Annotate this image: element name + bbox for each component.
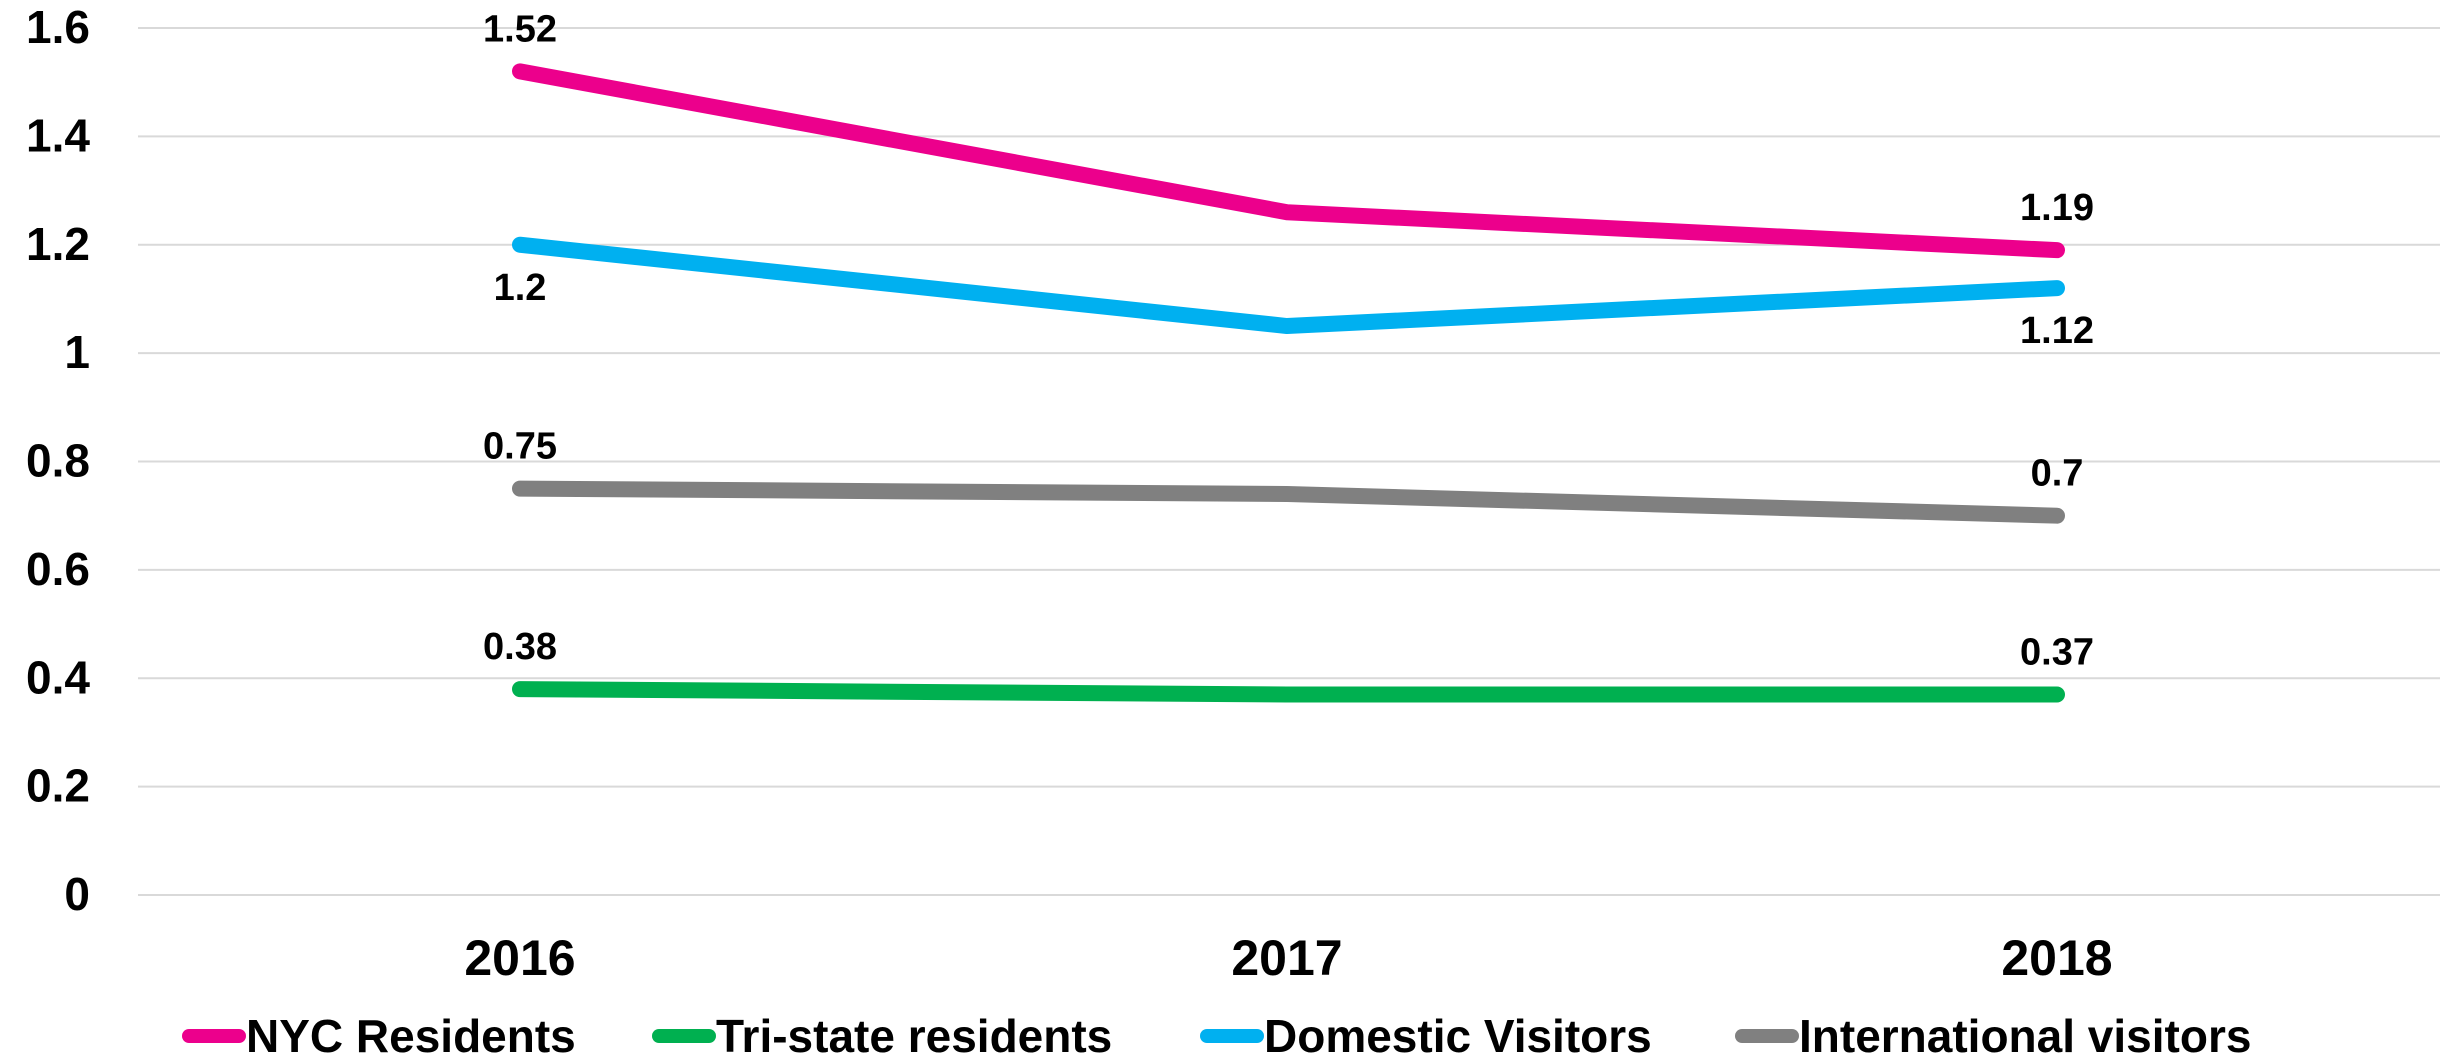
chart-legend: NYC Residents Tri-state residents Domestic… [0, 1009, 2453, 1062]
legend-item: NYC Residents [182, 1009, 576, 1062]
legend-item: International visitors [1735, 1009, 2252, 1062]
data-labels: 1.52 1.19 0.38 0.37 1.2 1.12 0.75 0.7 [483, 8, 2094, 673]
series-line [512, 480, 2065, 524]
data-label: 0.7 [2031, 453, 2084, 495]
x-tick-label: 2016 [464, 930, 575, 986]
y-tick-label: 0.2 [26, 760, 90, 812]
x-tick-label: 2018 [2001, 930, 2112, 986]
data-label: 0.38 [483, 626, 557, 668]
data-label: 1.12 [2020, 310, 2094, 352]
legend-label: International visitors [1799, 1009, 2252, 1062]
data-label: 1.2 [494, 267, 547, 309]
data-label: 1.52 [483, 8, 557, 50]
legend-label: NYC Residents [246, 1009, 576, 1062]
legend-swatch [1200, 1028, 1264, 1043]
data-label: 0.75 [483, 426, 557, 468]
y-tick-label: 0.8 [26, 435, 90, 487]
legend-swatch [1735, 1028, 1799, 1043]
line-chart: 0 0.2 0.4 0.6 0.8 1 1.2 1.4 1.6 2016 2017 2018 1.5… [26, 1, 2440, 986]
data-label: 0.37 [2020, 632, 2094, 674]
y-tick-label: 1 [64, 326, 90, 378]
legend-item: Domestic Visitors [1200, 1009, 1652, 1062]
series-line [512, 63, 2065, 259]
x-axis-ticks: 2016 2017 2018 [464, 930, 2112, 986]
y-tick-label: 1.2 [26, 218, 90, 270]
series-line [512, 681, 2065, 703]
legend-label: Domestic Visitors [1264, 1009, 1652, 1062]
legend-item: Tri-state residents [652, 1009, 1113, 1062]
data-label: 1.19 [2020, 187, 2094, 229]
y-tick-label: 0 [64, 868, 90, 920]
y-tick-label: 0.6 [26, 543, 90, 595]
series-lines [512, 63, 2065, 703]
legend-label: Tri-state residents [716, 1009, 1113, 1062]
y-tick-label: 1.6 [26, 1, 90, 53]
legend-swatch [182, 1028, 246, 1043]
y-tick-label: 0.4 [26, 651, 90, 703]
y-axis-ticks: 0 0.2 0.4 0.6 0.8 1 1.2 1.4 1.6 [26, 1, 90, 920]
x-tick-label: 2017 [1231, 930, 1342, 986]
legend-swatch [652, 1028, 716, 1043]
y-tick-label: 1.4 [26, 109, 90, 161]
series-line [512, 236, 2065, 335]
